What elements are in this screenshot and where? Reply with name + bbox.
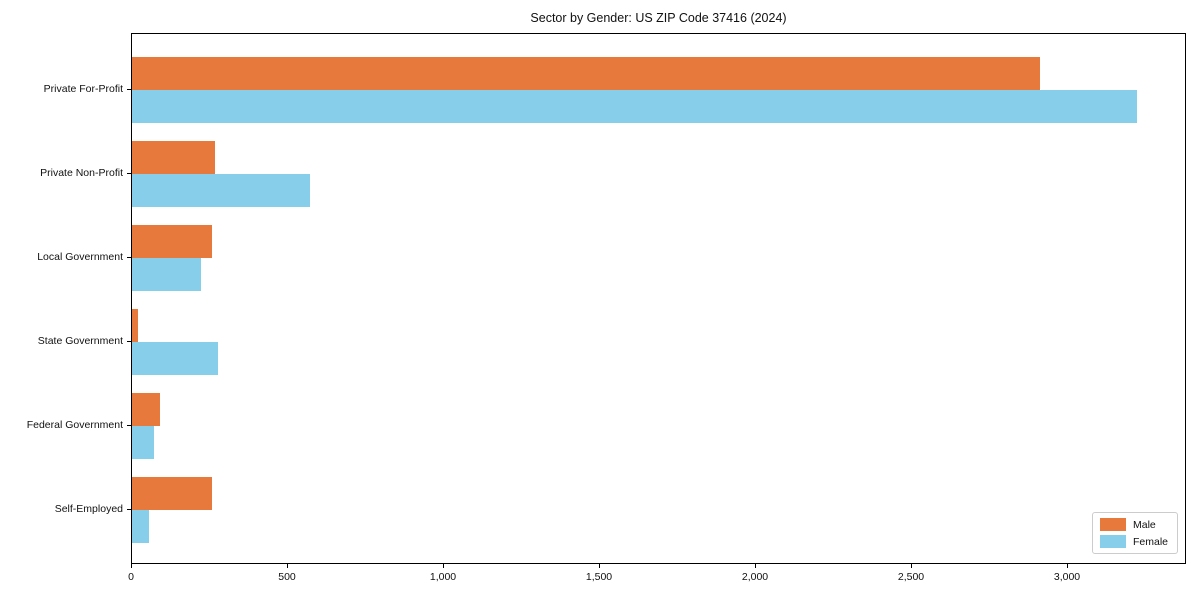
bar-female-6 [132,510,149,543]
x-tick-mark [1067,564,1068,568]
bar-female-1 [132,90,1137,123]
plot-area: Male Female [131,33,1186,564]
legend-swatch-male [1099,518,1126,531]
legend-label-male: Male [1132,518,1156,531]
legend-label-female: Female [1132,535,1168,548]
x-tick-label: 3,000 [1053,571,1081,583]
x-tick-label: 1,500 [585,571,613,583]
legend-item-male: Male [1099,518,1168,531]
y-tick-label: Federal Government [26,419,123,431]
y-tick-mark [127,257,131,258]
x-tick-mark [755,564,756,568]
chart-title: Sector by Gender: US ZIP Code 37416 (202… [530,11,787,25]
x-tick-mark [131,564,132,568]
y-tick-label: Private Non-Profit [40,167,123,179]
bar-male-3 [132,225,212,258]
bar-female-2 [132,174,310,207]
x-tick-label: 2,000 [741,571,769,583]
y-tick-label: Private For-Profit [43,83,123,95]
y-tick-label: State Government [37,335,123,347]
y-tick-label: Self-Employed [54,503,123,515]
x-tick-label: 500 [278,571,296,583]
bar-male-5 [132,393,160,426]
x-tick-mark [911,564,912,568]
y-tick-label: Local Government [37,251,123,263]
y-tick-mark [127,509,131,510]
legend: Male Female [1091,512,1178,554]
y-tick-mark [127,425,131,426]
bar-male-2 [132,141,215,174]
bar-male-1 [132,57,1040,90]
x-tick-label: 2,500 [897,571,925,583]
bar-female-3 [132,258,201,291]
bar-female-5 [132,426,154,459]
bar-female-4 [132,342,218,375]
y-tick-mark [127,173,131,174]
y-tick-mark [127,341,131,342]
legend-swatch-female [1099,535,1126,548]
bar-male-6 [132,477,212,510]
legend-item-female: Female [1099,535,1168,548]
x-tick-label: 0 [128,571,134,583]
x-tick-label: 1,000 [429,571,457,583]
y-tick-mark [127,89,131,90]
x-tick-mark [599,564,600,568]
x-tick-mark [443,564,444,568]
bar-male-4 [132,309,138,342]
x-tick-mark [287,564,288,568]
